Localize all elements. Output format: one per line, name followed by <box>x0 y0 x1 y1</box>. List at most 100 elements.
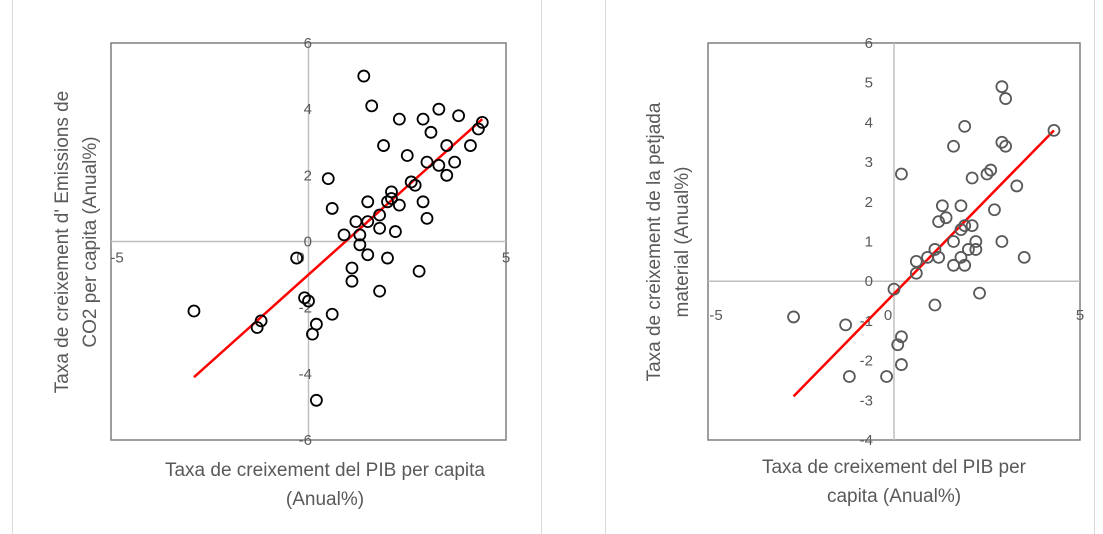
data-point <box>935 199 949 213</box>
data-point <box>349 215 363 229</box>
data-point <box>932 250 946 264</box>
data-point <box>969 235 983 248</box>
data-point <box>999 139 1012 153</box>
trendline <box>193 118 484 379</box>
x-tick-label: 0 <box>884 307 892 324</box>
y-tick-label: 4 <box>865 114 873 131</box>
data-point <box>361 215 375 229</box>
data-point <box>984 163 998 177</box>
data-point <box>954 223 968 236</box>
data-point <box>254 314 268 328</box>
data-point <box>787 310 800 324</box>
y-axis-title: material (Anual%) <box>672 167 693 318</box>
y-tick-label: 5 <box>865 75 873 92</box>
data-point <box>416 195 430 209</box>
y-tick-label: -4 <box>299 366 312 383</box>
data-point <box>973 286 986 300</box>
y-tick-label: 3 <box>865 154 873 171</box>
data-point <box>954 199 968 213</box>
y-tick-label: -2 <box>299 300 312 317</box>
y-tick-label: 0 <box>304 234 312 251</box>
data-point <box>309 393 323 407</box>
x-axis-title: capita (Anual%) <box>827 486 961 507</box>
y-tick-label: 6 <box>865 35 873 52</box>
chart-panel-left <box>12 0 542 534</box>
data-point <box>958 219 972 233</box>
y-tick-label: -2 <box>860 353 873 370</box>
data-point <box>377 139 390 152</box>
data-point <box>325 202 339 215</box>
data-point <box>412 264 426 278</box>
data-point <box>353 228 367 242</box>
data-point <box>928 298 942 312</box>
x-axis-title: Taxa de creixement del PIB per capita <box>165 460 485 481</box>
data-point <box>962 243 975 256</box>
data-point <box>939 211 953 225</box>
x-tick-label: -5 <box>110 250 123 267</box>
data-point <box>452 109 466 123</box>
data-point <box>958 119 972 133</box>
y-axis-title: Taxa de creixement d' Emissions de <box>52 91 73 394</box>
x-tick-label: 0 <box>296 250 304 267</box>
x-axis-title: (Anual%) <box>286 489 364 510</box>
data-point <box>887 282 901 296</box>
data-point <box>995 235 1009 248</box>
data-point <box>1010 179 1024 193</box>
data-point <box>980 167 994 181</box>
data-point <box>958 258 972 272</box>
data-point <box>373 208 387 222</box>
data-point <box>895 330 908 344</box>
data-point <box>373 221 387 235</box>
y-tick-label: -6 <box>299 432 312 449</box>
data-point <box>298 291 311 305</box>
y-tick-label: -4 <box>860 432 873 449</box>
data-point <box>842 370 856 383</box>
data-point <box>361 195 375 209</box>
data-point <box>891 338 905 352</box>
data-point <box>302 294 315 308</box>
data-point <box>432 159 446 172</box>
x-tick-label: -5 <box>709 307 722 324</box>
data-point <box>954 250 968 264</box>
data-point <box>388 225 402 238</box>
data-point <box>424 125 438 139</box>
x-axis-title: Taxa de creixement del PIB per <box>762 457 1027 478</box>
data-point <box>373 284 387 298</box>
data-point <box>416 112 430 126</box>
data-point <box>325 307 339 321</box>
data-point <box>475 116 489 129</box>
data-point <box>361 248 375 262</box>
data-point <box>1017 250 1031 264</box>
data-point <box>321 172 335 186</box>
data-point <box>345 261 359 275</box>
data-point <box>365 99 379 113</box>
data-point <box>995 80 1009 94</box>
y-tick-label: 6 <box>304 35 312 52</box>
y-tick-label: -3 <box>860 392 873 409</box>
data-point <box>464 139 477 152</box>
data-point <box>385 192 398 205</box>
data-point <box>969 243 983 256</box>
data-point <box>392 112 406 126</box>
data-point <box>337 228 351 242</box>
y-tick-label: 4 <box>304 101 312 118</box>
data-point <box>404 175 418 189</box>
data-point <box>392 198 406 212</box>
data-point <box>995 135 1009 149</box>
data-point <box>381 251 394 265</box>
chart-panel-right <box>605 0 1095 534</box>
data-point <box>1047 123 1061 137</box>
data-point <box>965 219 979 233</box>
data-point <box>432 102 446 116</box>
data-point <box>999 92 1012 105</box>
chart-1: -6 -4 -2 0 2 4 6 -5 0 5 Taxa de creixement del PIB… <box>52 35 510 510</box>
data-point <box>909 254 923 268</box>
x-tick-label: 5 <box>1076 307 1084 324</box>
data-point <box>928 243 942 256</box>
y-tick-label: 2 <box>304 167 312 184</box>
data-point <box>385 185 398 199</box>
data-point <box>947 139 960 153</box>
y-tick-label: 0 <box>865 273 873 290</box>
